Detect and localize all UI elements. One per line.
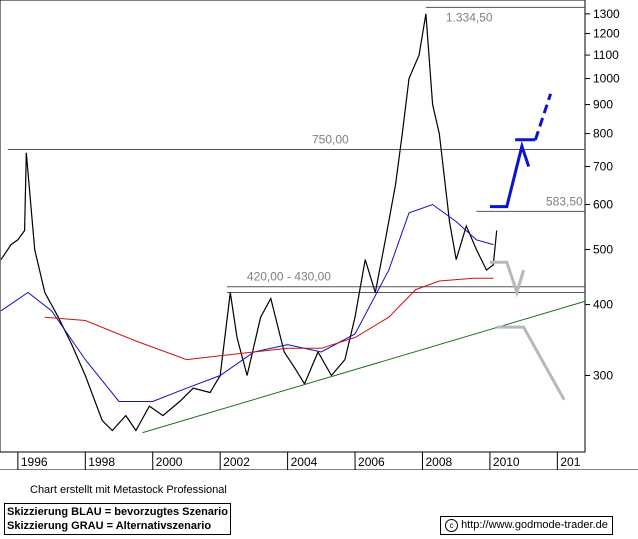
copyright-icon: c — [445, 519, 458, 532]
series-line — [489, 260, 526, 298]
level-label: 420,00 - 430,00 — [247, 270, 331, 284]
y-tick-label: 900 — [593, 98, 613, 112]
credit: Chart erstellt mit Metastock Professiona… — [30, 484, 227, 496]
series-line — [489, 140, 531, 209]
legend-box: Skizzierung BLAU = bevorzugtes Szenario … — [4, 503, 231, 535]
series-line — [0, 13, 498, 432]
y-tick-label: 1300 — [593, 7, 620, 21]
y-tick-label: 600 — [593, 198, 613, 212]
series-line — [0, 203, 494, 402]
legend-grey: Skizzierung GRAU = Alternativszenario — [7, 520, 212, 532]
x-tick-label: 1998 — [88, 455, 115, 469]
level-label: 583,50 — [546, 194, 583, 208]
url-box: c http://www.godmode-trader.de — [440, 516, 613, 535]
y-tick-label: 1000 — [593, 72, 620, 86]
x-tick-label: 2002 — [223, 455, 250, 469]
series-line — [533, 93, 553, 141]
x-tick-label: 2000 — [156, 455, 183, 469]
x-tick-label: 2006 — [358, 455, 385, 469]
level-label: 750,00 — [312, 133, 349, 147]
y-tick-label: 700 — [593, 160, 613, 174]
y-tick-label: 1100 — [593, 48, 619, 62]
x-tick-label: 1996 — [21, 455, 48, 469]
chart: 300 400 500 600 700 800 900 1000 1100 1200 1300 199… — [0, 0, 638, 470]
y-tick-label: 1200 — [593, 27, 620, 41]
level-label: 1.334,50 — [446, 10, 493, 24]
x-tick-label: 2010 — [493, 455, 520, 469]
x-tick-label: 201 — [560, 455, 580, 469]
x-tick-label: 2008 — [425, 455, 452, 469]
series-line — [142, 301, 585, 434]
x-tick-label: 2004 — [291, 455, 318, 469]
y-tick-label: 400 — [593, 298, 613, 312]
y-tick-label: 800 — [593, 127, 613, 141]
legend-blue: Skizzierung BLAU = bevorzugtes Szenario — [7, 506, 228, 518]
y-tick-label: 300 — [593, 369, 613, 383]
url: http://www.godmode-trader.de — [461, 519, 608, 531]
plot-frame — [0, 0, 586, 453]
y-tick-label: 500 — [593, 243, 613, 257]
series-line — [496, 325, 566, 401]
series-line — [44, 277, 494, 361]
